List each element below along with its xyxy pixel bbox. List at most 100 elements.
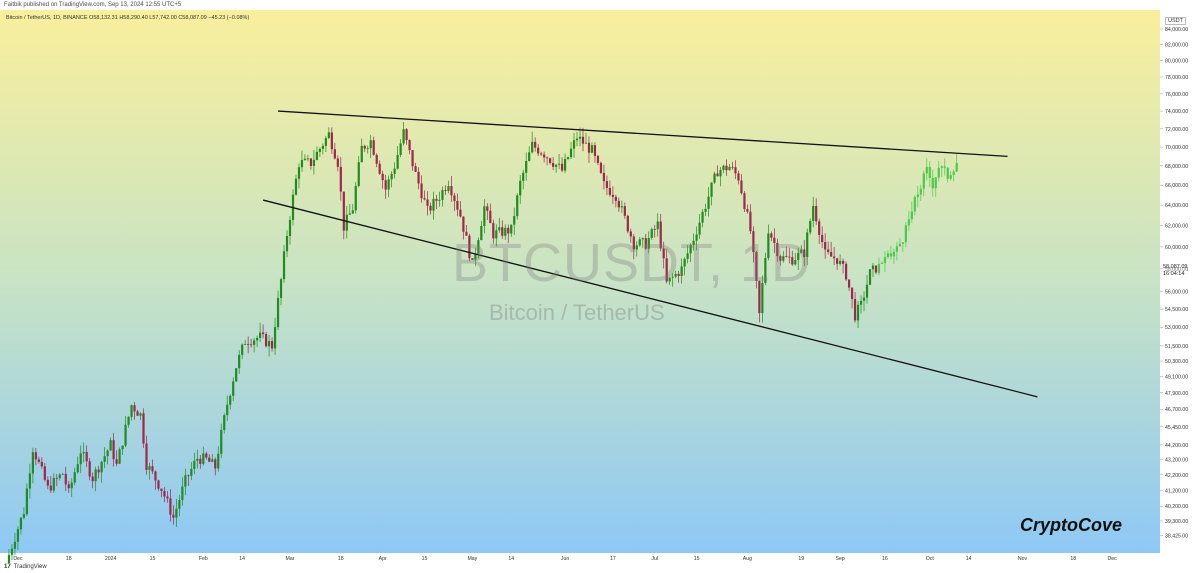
candle-body — [824, 242, 827, 250]
candle-body — [247, 344, 250, 345]
candle-body — [543, 154, 546, 158]
candle-body — [797, 252, 800, 261]
time-tick-label: Jun — [561, 556, 569, 562]
candle-body — [211, 459, 214, 462]
candle-body — [151, 466, 154, 472]
candle-body — [462, 216, 465, 232]
candle-body — [172, 514, 175, 518]
price-tick-label: 70,000.00 — [1165, 145, 1188, 151]
price-chart[interactable]: 84,000.00 82,000.00 80,000.00 78,000.00 76,0… — [0, 10, 1200, 563]
candle-body — [629, 231, 632, 237]
candle-body — [88, 461, 91, 477]
candle-body — [731, 166, 734, 168]
candle-body — [49, 485, 52, 491]
price-tick-label: 62,000.00 — [1165, 224, 1188, 230]
time-tick-label: 14 — [508, 556, 514, 562]
candle-body — [683, 258, 686, 267]
candle-body — [465, 231, 468, 236]
publish-info-text: Faitbik published on TradingView.com, Se… — [4, 2, 182, 8]
projected-candle-body — [904, 225, 907, 243]
candle-body — [653, 229, 656, 230]
candle-body — [387, 179, 390, 190]
projected-candle-body — [889, 253, 893, 257]
candle-body — [575, 138, 579, 141]
projected-candle-body — [934, 177, 937, 189]
candle-body — [259, 332, 262, 338]
candle-body — [16, 529, 20, 542]
candle-body — [794, 260, 797, 265]
tradingview-logo-text: TradingView — [13, 564, 47, 570]
time-tick-label: Jul — [651, 556, 658, 562]
candle-body — [710, 182, 713, 197]
candle-body — [728, 166, 731, 171]
candle-body — [453, 195, 456, 201]
price-tick-label: 49,100.00 — [1165, 375, 1188, 381]
candle-body — [118, 449, 121, 464]
candle-body — [190, 468, 193, 476]
candle-body — [157, 480, 160, 489]
candle-body — [563, 158, 567, 171]
lower-trendline — [262, 199, 1038, 398]
candle-body — [725, 165, 728, 171]
price-tick-label: 66,000.00 — [1165, 183, 1188, 189]
candle-body — [779, 256, 782, 261]
candle-body — [632, 236, 635, 250]
candle-body — [199, 458, 202, 464]
candle-body — [61, 473, 64, 475]
candle-body — [818, 221, 821, 235]
candle-body — [572, 140, 576, 149]
candle-body — [608, 187, 611, 195]
chart-area[interactable]: 84,000.00 82,000.00 80,000.00 78,000.00 76,0… — [0, 10, 1200, 563]
candle-body — [43, 466, 46, 480]
candle-body — [557, 163, 561, 165]
candle-body — [444, 190, 447, 191]
candle-body — [617, 200, 620, 208]
price-tick-label: 80,000.00 — [1165, 59, 1188, 65]
currency-badge[interactable]: USDT — [1165, 17, 1186, 25]
candle-body — [420, 183, 423, 199]
projected-candle-body — [925, 166, 928, 174]
projected-candle-body — [949, 175, 952, 179]
candle-body — [749, 211, 752, 232]
tradingview-logo[interactable]: 17 TradingView — [4, 564, 47, 570]
projected-candle-body — [955, 163, 958, 172]
candle-body — [34, 452, 37, 460]
candle-body — [384, 180, 387, 190]
candle-body — [354, 185, 357, 211]
candle-body — [471, 258, 474, 260]
price-tick-label: 84,000.00 — [1165, 27, 1188, 33]
candle-body — [67, 484, 70, 489]
candle-body — [859, 300, 863, 305]
candle-body — [13, 541, 17, 549]
candle-body — [659, 221, 662, 249]
candle-body — [381, 173, 384, 181]
candle-body — [537, 147, 540, 154]
candle-body — [438, 199, 441, 201]
candle-body — [513, 216, 516, 225]
candle-body — [390, 173, 393, 180]
time-tick-label: Feb — [199, 556, 208, 562]
projected-candle-body — [937, 167, 940, 178]
candle-body — [874, 265, 878, 273]
candle-body — [516, 195, 519, 217]
candle-body — [507, 227, 510, 234]
candle-body — [327, 132, 330, 139]
candle-body — [330, 132, 333, 150]
candle-body — [581, 136, 585, 144]
bar-countdown-label: 16:04:14 — [1163, 271, 1185, 277]
candle-body — [758, 280, 761, 314]
candle-body — [223, 415, 226, 430]
candle-body — [85, 451, 88, 462]
price-axis-panel[interactable] — [1160, 10, 1200, 563]
candles-layer — [7, 122, 878, 563]
time-axis-panel[interactable] — [0, 553, 1160, 563]
time-tick-label: Apr — [379, 556, 387, 562]
candle-body — [312, 159, 316, 166]
candle-body — [100, 461, 103, 473]
candle-body — [704, 208, 707, 212]
time-tick-label: Aug — [743, 556, 752, 562]
candle-body — [372, 140, 375, 155]
candle-body — [309, 158, 313, 166]
projected-candle-body — [928, 166, 931, 178]
candle-body — [178, 500, 181, 509]
